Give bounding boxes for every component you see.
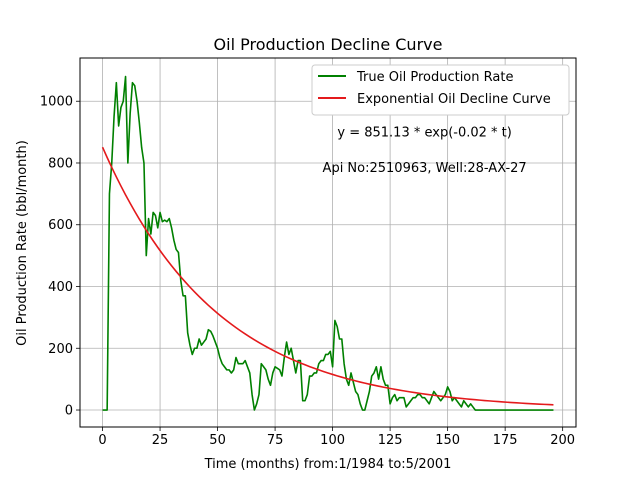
y-tick-label: 600	[48, 218, 73, 233]
y-tick-label: 800	[48, 156, 73, 171]
y-tick-label: 400	[48, 280, 73, 295]
y-axis-label: Oil Production Rate (bbl/month)	[15, 140, 30, 346]
series-true-production-line	[102, 75, 554, 411]
y-tick-label: 200	[48, 342, 73, 357]
x-tick-label: 75	[267, 433, 284, 448]
plot-frame	[79, 57, 577, 428]
x-tick-label: 50	[209, 433, 226, 448]
x-tick-label: 175	[493, 433, 518, 448]
y-axis-ticks: 0 200 400 600 800 1000	[40, 95, 80, 419]
x-tick-label: 0	[98, 433, 106, 448]
x-tick-label: 150	[435, 433, 460, 448]
chart-title: Oil Production Decline Curve	[214, 35, 443, 54]
y-tick-label: 0	[65, 404, 73, 419]
well-id-annotation: Api No:2510963, Well:28-AX-27	[323, 161, 527, 176]
x-axis-ticks: 0 25 50 75 100 125 150 175 200	[98, 427, 575, 448]
equation-annotation: y = 851.13 * exp(-0.02 * t)	[337, 126, 511, 141]
legend-label-true-rate: True Oil Production Rate	[356, 70, 513, 85]
plot-area	[101, 75, 554, 411]
y-tick-label: 1000	[40, 95, 73, 110]
legend: True Oil Production Rate Exponential Oil…	[311, 64, 570, 116]
series-exponential-decline-line	[101, 146, 554, 406]
legend-label-decline-curve: Exponential Oil Decline Curve	[357, 92, 551, 107]
x-tick-label: 25	[152, 433, 169, 448]
x-axis-label: Time (months) from:1/1984 to:5/2001	[204, 457, 452, 472]
legend-box	[311, 64, 570, 116]
x-tick-label: 125	[378, 433, 403, 448]
x-tick-label: 200	[550, 433, 575, 448]
x-tick-label: 100	[320, 433, 345, 448]
